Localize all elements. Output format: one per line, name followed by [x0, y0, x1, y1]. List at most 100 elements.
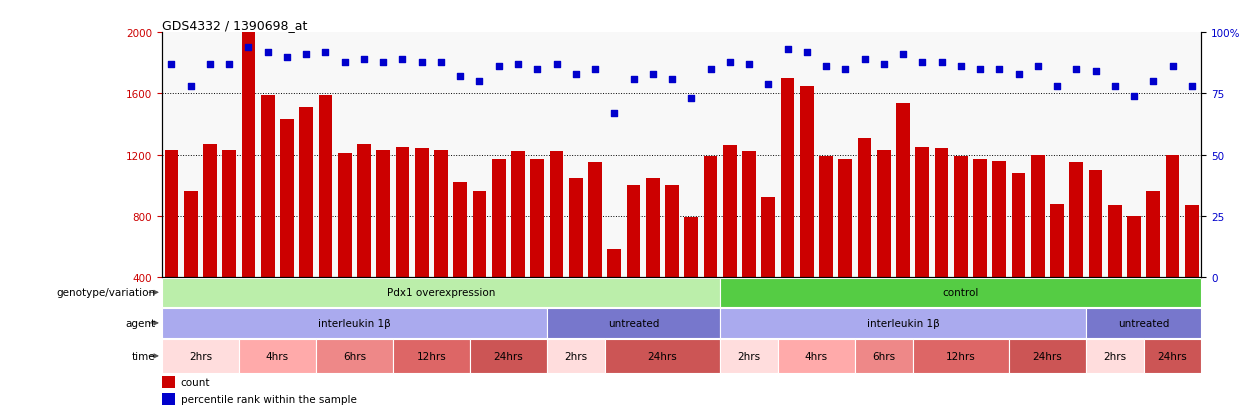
Text: 24hrs: 24hrs [1032, 351, 1062, 361]
Point [1163, 64, 1183, 71]
Text: 2hrs: 2hrs [1103, 351, 1127, 361]
Bar [1031, 155, 1045, 338]
Bar [162, 376, 176, 389]
Text: control: control [942, 287, 979, 298]
Point [162, 62, 182, 68]
Point [585, 66, 605, 73]
Bar [162, 393, 176, 405]
Bar [685, 218, 698, 338]
Point [1008, 71, 1028, 78]
Point [1143, 78, 1163, 85]
Point [1066, 66, 1086, 73]
Bar [184, 192, 198, 338]
Bar [1144, 339, 1201, 373]
Bar [547, 339, 605, 373]
Text: 2hrs: 2hrs [564, 351, 588, 361]
Point [278, 54, 298, 61]
Bar [1147, 192, 1160, 338]
Point [1047, 83, 1067, 90]
Bar [876, 151, 890, 338]
Bar [280, 120, 294, 338]
Point [874, 62, 894, 68]
Bar [896, 103, 910, 338]
Point [469, 78, 489, 85]
Point [951, 64, 971, 71]
Point [1124, 93, 1144, 100]
Bar [1088, 171, 1103, 338]
Text: time: time [132, 351, 156, 361]
Point [835, 66, 855, 73]
Point [451, 74, 471, 80]
Bar [162, 339, 239, 373]
Point [1028, 64, 1048, 71]
Bar [992, 161, 1006, 338]
Bar [913, 339, 1008, 373]
Point [624, 76, 644, 83]
Text: 24hrs: 24hrs [493, 351, 523, 361]
Bar [720, 278, 1201, 307]
Bar [510, 152, 525, 338]
Point [931, 59, 951, 66]
Bar [162, 309, 547, 338]
Bar [665, 186, 679, 338]
Point [258, 49, 278, 56]
Bar [915, 147, 929, 338]
Bar [530, 160, 544, 338]
Bar [1127, 216, 1140, 338]
Point [1104, 83, 1124, 90]
Bar [742, 152, 756, 338]
Bar [819, 157, 833, 338]
Text: GDS4332 / 1390698_at: GDS4332 / 1390698_at [162, 19, 308, 32]
Bar [549, 152, 564, 338]
Bar [974, 160, 987, 338]
Point [797, 49, 817, 56]
Bar [357, 145, 371, 338]
Bar [720, 339, 778, 373]
Bar [396, 147, 410, 338]
Text: Pdx1 overexpression: Pdx1 overexpression [387, 287, 496, 298]
Point [181, 83, 200, 90]
Point [893, 52, 913, 58]
Point [335, 59, 355, 66]
Bar [626, 186, 640, 338]
Bar [299, 108, 314, 338]
Text: 12hrs: 12hrs [417, 351, 446, 361]
Bar [164, 151, 178, 338]
Bar [605, 339, 720, 373]
Point [239, 44, 259, 51]
Point [854, 57, 874, 63]
Point [990, 66, 1010, 73]
Bar [469, 339, 547, 373]
Bar [393, 339, 469, 373]
Point [642, 71, 662, 78]
Bar [1108, 206, 1122, 338]
Point [740, 62, 759, 68]
Bar [608, 250, 621, 338]
Bar [569, 178, 583, 338]
Point [815, 64, 835, 71]
Point [508, 62, 528, 68]
Bar [703, 157, 717, 338]
Bar [935, 149, 949, 338]
Text: interleukin 1β: interleukin 1β [867, 318, 940, 328]
Text: 4hrs: 4hrs [804, 351, 828, 361]
Bar [239, 339, 316, 373]
Bar [723, 146, 737, 338]
Text: 12hrs: 12hrs [946, 351, 976, 361]
Bar [781, 79, 794, 338]
Bar [588, 163, 601, 338]
Bar [453, 183, 467, 338]
Point [720, 59, 740, 66]
Point [604, 110, 624, 117]
Bar [319, 96, 332, 338]
Bar [260, 96, 275, 338]
Bar [1012, 173, 1026, 338]
Text: untreated: untreated [1118, 318, 1169, 328]
Text: count: count [181, 377, 210, 387]
Point [412, 59, 432, 66]
Point [200, 62, 220, 68]
Point [489, 64, 509, 71]
Bar [1086, 309, 1201, 338]
Bar [337, 154, 351, 338]
Bar [473, 192, 487, 338]
